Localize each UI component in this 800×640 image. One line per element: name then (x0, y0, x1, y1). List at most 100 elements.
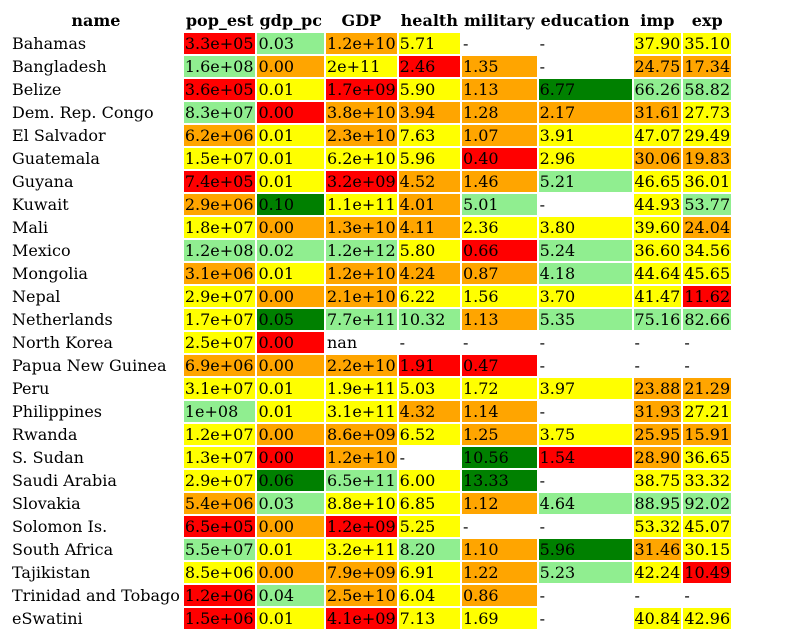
table-row: Guyana 7.4e+05 0.01 3.2e+09 4.52 1.46 5.21 46.6… (10, 171, 732, 192)
cell-pop-est: 1.6e+08 (183, 56, 256, 77)
cell-imp: 31.93 (633, 401, 682, 422)
cell-exp: 19.83 (683, 148, 732, 169)
cell-exp: - (683, 585, 732, 606)
cell-military: 0.86 (461, 585, 537, 606)
cell-exp: 36.01 (683, 171, 732, 192)
cell-pop-est: 7.4e+05 (183, 171, 256, 192)
row-label: Bangladesh (12, 57, 107, 76)
cell-education: 3.80 (538, 217, 632, 238)
column-header-military: military (463, 11, 535, 30)
cell-health: 7.63 (398, 125, 460, 146)
cell-exp: 30.15 (683, 539, 732, 560)
cell-military: 1.13 (461, 79, 537, 100)
cell-exp: 53.77 (683, 194, 732, 215)
cell-military: 1.07 (461, 125, 537, 146)
table-row: Trinidad and Tobago 1.2e+06 0.04 2.5e+10 6.0… (10, 585, 732, 606)
cell-health: 1.91 (398, 355, 460, 376)
row-label: Solomon Is. (12, 517, 108, 536)
cell-military: 13.33 (461, 470, 537, 491)
cell-pop-est: 8.5e+06 (183, 562, 256, 583)
cell-gdp-pc: 0.02 (257, 240, 324, 261)
cell-military: 5.01 (461, 194, 537, 215)
cell-education: 3.97 (538, 378, 632, 399)
row-label: S. Sudan (12, 448, 84, 467)
cell-gdp: 6.2e+10 (325, 148, 397, 169)
cell-education: - (538, 332, 632, 353)
cell-gdp: 1.2e+10 (325, 263, 397, 284)
cell-imp: - (633, 355, 682, 376)
cell-health: 5.96 (398, 148, 460, 169)
cell-education: 4.64 (538, 493, 632, 514)
row-label: North Korea (12, 333, 113, 352)
cell-education: 2.17 (538, 102, 632, 123)
cell-education: - (538, 56, 632, 77)
cell-exp: 45.65 (683, 263, 732, 284)
cell-pop-est: 1.7e+07 (183, 309, 256, 330)
cell-health: 10.32 (398, 309, 460, 330)
cell-pop-est: 3.3e+05 (183, 33, 256, 54)
cell-imp: 31.46 (633, 539, 682, 560)
cell-military: 1.22 (461, 562, 537, 583)
cell-imp: 30.06 (633, 148, 682, 169)
cell-gdp-pc: 0.01 (257, 401, 324, 422)
cell-health: 5.25 (398, 516, 460, 537)
cell-exp: 10.49 (683, 562, 732, 583)
cell-exp: 15.91 (683, 424, 732, 445)
cell-pop-est: 6.2e+06 (183, 125, 256, 146)
cell-imp: 39.60 (633, 217, 682, 238)
cell-gdp: nan (325, 332, 397, 353)
cell-exp: 45.07 (683, 516, 732, 537)
cell-exp: 58.82 (683, 79, 732, 100)
table-row: Kuwait 2.9e+06 0.10 1.1e+11 4.01 5.01-44.93 53… (10, 194, 732, 215)
cell-education: 5.35 (538, 309, 632, 330)
cell-health: 6.00 (398, 470, 460, 491)
cell-education: 4.18 (538, 263, 632, 284)
column-header-pop-est: pop_est (185, 11, 254, 30)
cell-gdp-pc: 0.01 (257, 539, 324, 560)
row-label: Mongolia (12, 264, 88, 283)
cell-military: 0.87 (461, 263, 537, 284)
cell-imp: 37.90 (633, 33, 682, 54)
cell-education: - (538, 585, 632, 606)
cell-health: 6.04 (398, 585, 460, 606)
table-row: S. Sudan 1.3e+07 0.00 1.2e+10-10.56 1.54 28.9… (10, 447, 732, 468)
table-row: Saudi Arabia 2.9e+07 0.06 6.5e+11 6.00 13.33-… (10, 470, 732, 491)
cell-gdp-pc: 0.00 (257, 562, 324, 583)
data-table: name pop_est gdp_pc GDP health military … (8, 8, 733, 631)
row-label: eSwatini (12, 609, 83, 628)
cell-education: 3.75 (538, 424, 632, 445)
cell-military: 10.56 (461, 447, 537, 468)
cell-pop-est: 5.4e+06 (183, 493, 256, 514)
cell-health: 6.85 (398, 493, 460, 514)
cell-imp: - (633, 332, 682, 353)
row-label: South Africa (12, 540, 114, 559)
table-row: El Salvador 6.2e+06 0.01 2.3e+10 7.63 1.07 3.9… (10, 125, 732, 146)
table-row: Mongolia 3.1e+06 0.01 1.2e+10 4.24 0.87 4.18 44… (10, 263, 732, 284)
cell-gdp: 8.8e+10 (325, 493, 397, 514)
cell-exp: 82.66 (683, 309, 732, 330)
cell-imp: 47.07 (633, 125, 682, 146)
table-row: Peru 3.1e+07 0.01 1.9e+11 5.03 1.72 3.97 23.88 2… (10, 378, 732, 399)
cell-imp: 53.32 (633, 516, 682, 537)
cell-military: 1.56 (461, 286, 537, 307)
column-header-exp: exp (691, 11, 723, 30)
cell-exp: 36.65 (683, 447, 732, 468)
cell-gdp: 2.2e+10 (325, 355, 397, 376)
cell-gdp-pc: 0.01 (257, 148, 324, 169)
cell-pop-est: 3.1e+07 (183, 378, 256, 399)
column-header-education: education (540, 11, 630, 30)
cell-education: 1.54 (538, 447, 632, 468)
table-row: Guatemala 1.5e+07 0.01 6.2e+10 5.96 0.40 2.96 3… (10, 148, 732, 169)
row-label: Guyana (12, 172, 74, 191)
row-label: Mexico (12, 241, 71, 260)
cell-imp: 42.24 (633, 562, 682, 583)
cell-gdp: 2e+11 (325, 56, 397, 77)
table-row: Bangladesh 1.6e+08 0.00 2e+11 2.46 1.35-24.75… (10, 56, 732, 77)
cell-health: 4.01 (398, 194, 460, 215)
cell-gdp-pc: 0.01 (257, 79, 324, 100)
row-label: Peru (12, 379, 50, 398)
cell-education: 6.77 (538, 79, 632, 100)
cell-education: 5.23 (538, 562, 632, 583)
cell-gdp-pc: 0.00 (257, 424, 324, 445)
cell-exp: - (683, 355, 732, 376)
